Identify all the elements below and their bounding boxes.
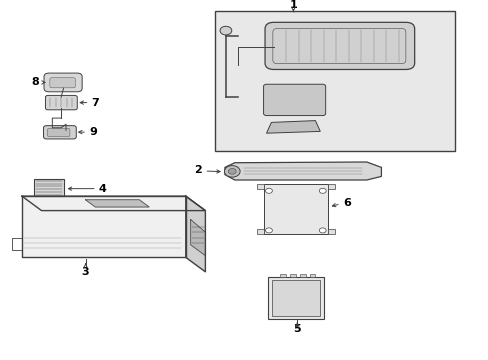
Polygon shape — [185, 196, 205, 272]
Text: 4: 4 — [99, 184, 106, 194]
Text: 6: 6 — [343, 198, 350, 208]
Text: 1: 1 — [289, 0, 297, 10]
PathPatch shape — [266, 121, 320, 133]
Bar — [327, 229, 334, 234]
Polygon shape — [85, 200, 149, 207]
PathPatch shape — [224, 162, 381, 180]
FancyBboxPatch shape — [43, 126, 76, 139]
Bar — [309, 274, 315, 277]
Bar — [271, 280, 320, 316]
Bar — [299, 274, 305, 277]
Text: 2: 2 — [194, 165, 202, 175]
Bar — [256, 229, 264, 234]
Text: 9: 9 — [89, 127, 97, 137]
Text: 8: 8 — [31, 77, 39, 87]
Circle shape — [224, 166, 240, 177]
FancyBboxPatch shape — [34, 179, 63, 196]
Text: 5: 5 — [293, 324, 301, 334]
Bar — [264, 184, 327, 234]
Bar — [327, 184, 334, 189]
Polygon shape — [22, 196, 185, 257]
Text: 7: 7 — [91, 98, 99, 108]
FancyBboxPatch shape — [263, 84, 325, 116]
Circle shape — [319, 188, 325, 193]
Text: 3: 3 — [81, 267, 89, 277]
FancyBboxPatch shape — [47, 129, 70, 136]
Circle shape — [220, 26, 231, 35]
FancyBboxPatch shape — [45, 95, 77, 110]
Bar — [256, 184, 264, 189]
Bar — [280, 274, 285, 277]
Bar — [215, 11, 454, 151]
Polygon shape — [190, 220, 205, 256]
Circle shape — [228, 168, 236, 174]
Circle shape — [319, 228, 325, 233]
FancyBboxPatch shape — [264, 22, 414, 69]
FancyBboxPatch shape — [50, 78, 75, 88]
Polygon shape — [22, 196, 205, 211]
Bar — [267, 277, 324, 319]
FancyBboxPatch shape — [44, 73, 82, 92]
Circle shape — [265, 188, 272, 193]
Bar — [289, 274, 295, 277]
Circle shape — [265, 228, 272, 233]
